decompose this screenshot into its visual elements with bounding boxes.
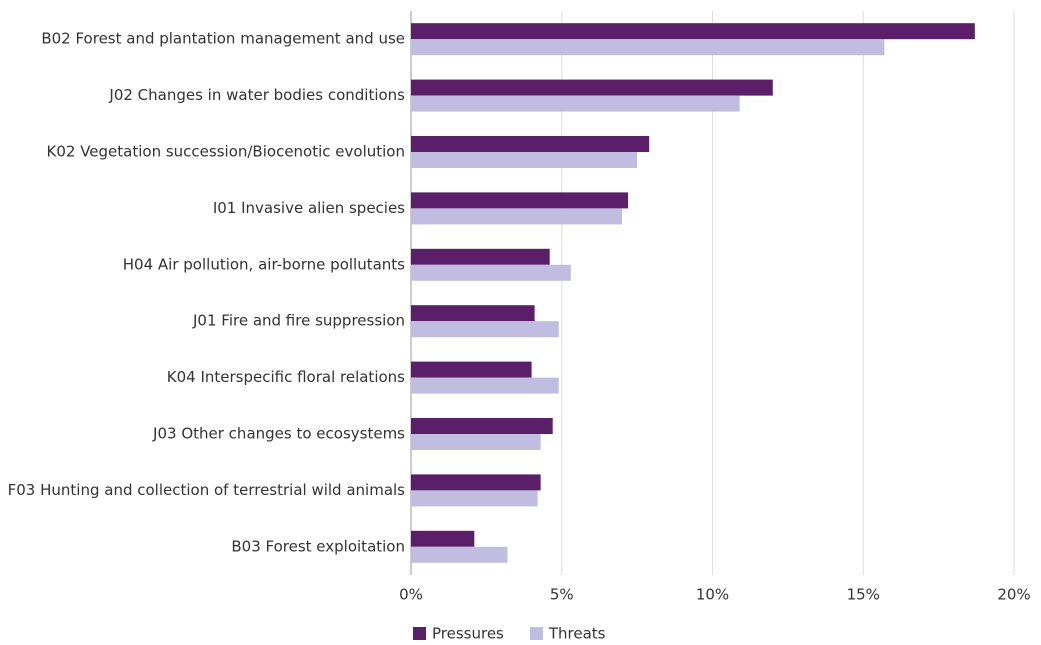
- legend-label: Pressures: [432, 625, 504, 643]
- bar: [411, 361, 532, 378]
- legend-swatch: [529, 627, 543, 640]
- x-tick-label: 5%: [550, 586, 574, 604]
- legend-swatch: [413, 627, 426, 640]
- x-tick-label: 20%: [997, 586, 1030, 604]
- bar: [411, 152, 638, 168]
- y-tick-label: J03 Other changes to ecosystems: [152, 425, 405, 443]
- bar: [411, 474, 541, 491]
- bar: [411, 530, 475, 547]
- bar: [411, 248, 550, 265]
- y-tick-label: B02 Forest and plantation management and…: [41, 30, 405, 48]
- y-tick-label: K04 Interspecific floral relations: [167, 368, 405, 386]
- y-tick-label: H04 Air pollution, air-borne pollutants: [123, 255, 405, 273]
- bar: [411, 434, 541, 450]
- bar: [411, 192, 629, 209]
- bar: [411, 136, 650, 152]
- bar: [411, 39, 885, 56]
- bar: [411, 546, 508, 563]
- legend-label: Threats: [548, 625, 606, 643]
- bar: [411, 418, 553, 434]
- y-tick-label: F03 Hunting and collection of terrestria…: [8, 481, 406, 499]
- x-tick-label: 15%: [847, 586, 880, 604]
- y-tick-label: J02 Changes in water bodies conditions: [108, 86, 405, 104]
- bar: [411, 208, 623, 225]
- y-tick-label: B03 Forest exploitation: [231, 537, 405, 555]
- bar: [411, 23, 975, 40]
- y-tick-label: K02 Vegetation succession/Biocenotic evo…: [47, 143, 405, 161]
- x-tick-label: 0%: [399, 586, 423, 604]
- bar: [411, 305, 535, 322]
- bar: [411, 490, 538, 507]
- bar: [411, 264, 571, 281]
- bar: [411, 79, 773, 96]
- x-tick-label: 10%: [696, 586, 729, 604]
- y-tick-label: J01 Fire and fire suppression: [192, 312, 405, 330]
- bar: [411, 95, 740, 112]
- y-tick-label: I01 Invasive alien species: [213, 199, 405, 217]
- bar: [411, 377, 559, 394]
- bar: [411, 321, 559, 338]
